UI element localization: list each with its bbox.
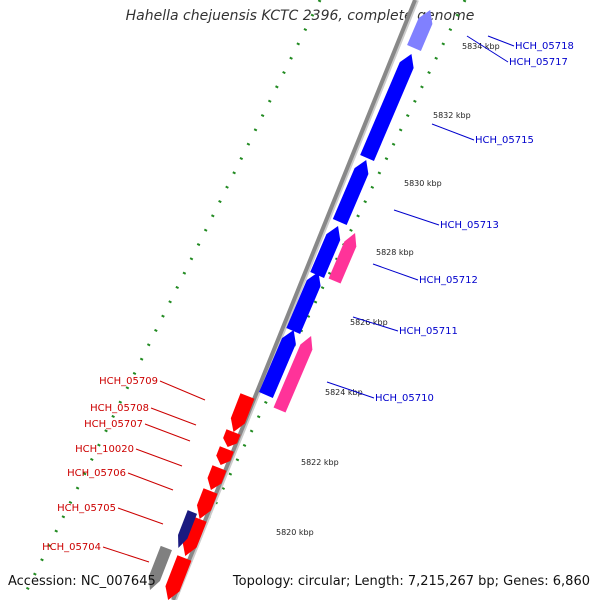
forward-gene-label[interactable]: HCH_05710 bbox=[375, 393, 434, 404]
forward-label-leader bbox=[372, 263, 419, 281]
forward-gene-arrow[interactable] bbox=[286, 272, 321, 334]
reverse-label-leader bbox=[135, 448, 183, 467]
reverse-gene-arrow[interactable] bbox=[182, 516, 207, 556]
forward-gene-label[interactable]: HCH_05711 bbox=[399, 326, 458, 337]
reverse-gene-arrow[interactable] bbox=[207, 465, 227, 490]
forward-label-leader bbox=[326, 381, 375, 399]
reverse-gene-arrow[interactable] bbox=[216, 446, 234, 465]
reverse-gene-label[interactable]: HCH_05704 bbox=[42, 542, 101, 553]
forward-label-leader bbox=[352, 316, 399, 332]
ruler-tick-label: 5832 kbp bbox=[433, 111, 471, 120]
ruler-tick-label: 5826 kbp bbox=[350, 318, 388, 327]
accession-text: Accession: NC_007645 bbox=[8, 574, 156, 589]
forward-gene-arrow[interactable] bbox=[360, 54, 414, 161]
reverse-gene-arrow[interactable] bbox=[165, 555, 192, 600]
reverse-gene-label[interactable]: HCH_05706 bbox=[67, 468, 126, 479]
reverse-gene-label[interactable]: HCH_05707 bbox=[84, 419, 143, 430]
forward-gene-arrow[interactable] bbox=[310, 226, 341, 278]
forward-label-leader bbox=[487, 35, 515, 47]
ruler-tick-label: 5830 kbp bbox=[404, 179, 442, 188]
forward-label-leader bbox=[431, 123, 475, 141]
gene-track bbox=[148, 10, 433, 600]
grey-gene-block bbox=[148, 545, 172, 590]
topology-text: Topology: circular; Length: 7,215,267 bp… bbox=[232, 574, 590, 589]
reverse-gene-label[interactable]: HCH_05705 bbox=[57, 503, 116, 514]
ruler-tick-label: 5824 kbp bbox=[325, 388, 363, 397]
reverse-gene-arrow[interactable] bbox=[223, 429, 241, 447]
forward-gene-label[interactable]: HCH_05715 bbox=[475, 135, 534, 146]
forward-gene-label[interactable]: HCH_05717 bbox=[509, 57, 568, 68]
forward-label-leader bbox=[393, 209, 440, 226]
reverse-label-leader bbox=[102, 546, 150, 563]
reverse-label-leader bbox=[159, 380, 206, 401]
reverse-gene-label[interactable]: HCH_05708 bbox=[90, 403, 149, 414]
gene-labels: HCH_05718 HCH_05717 HCH_05715 HCH_05713 HCH_… bbox=[42, 35, 574, 563]
ruler-tick-label: 5828 kbp bbox=[376, 248, 414, 257]
ruler: 5834 kbp 5832 kbp 5830 kbp 5828 kbp 5826 kbp… bbox=[276, 42, 500, 537]
map-title: Hahella chejuensis KCTC 2396, complete g… bbox=[125, 8, 475, 24]
forward-gene-label[interactable]: HCH_05718 bbox=[515, 41, 574, 52]
reverse-label-leader bbox=[150, 407, 197, 426]
ruler-tick-label: 5834 kbp bbox=[462, 42, 500, 51]
dark-gene-arrow[interactable] bbox=[178, 510, 198, 548]
reverse-gene-arrow[interactable] bbox=[230, 393, 255, 432]
forward-rna-arrow[interactable] bbox=[273, 336, 313, 413]
forward-gene-arrow[interactable] bbox=[407, 10, 433, 51]
reverse-label-leader bbox=[117, 507, 164, 525]
reverse-label-leader bbox=[127, 472, 174, 491]
forward-gene-label[interactable]: HCH_05712 bbox=[419, 275, 478, 286]
ruler-tick-label: 5822 kbp bbox=[301, 458, 339, 467]
forward-gene-arrow[interactable] bbox=[259, 330, 296, 398]
reverse-gene-label[interactable]: HCH_10020 bbox=[75, 444, 134, 455]
ruler-tick-label: 5820 kbp bbox=[276, 528, 314, 537]
reverse-label-leader bbox=[144, 423, 191, 442]
reverse-gene-label[interactable]: HCH_05709 bbox=[99, 376, 158, 387]
forward-gene-arrow[interactable] bbox=[332, 160, 369, 225]
forward-label-leader bbox=[466, 35, 509, 63]
reverse-gene-arrow[interactable] bbox=[196, 488, 218, 519]
forward-rna-arrow[interactable] bbox=[328, 233, 357, 284]
forward-gene-label[interactable]: HCH_05713 bbox=[440, 220, 499, 231]
